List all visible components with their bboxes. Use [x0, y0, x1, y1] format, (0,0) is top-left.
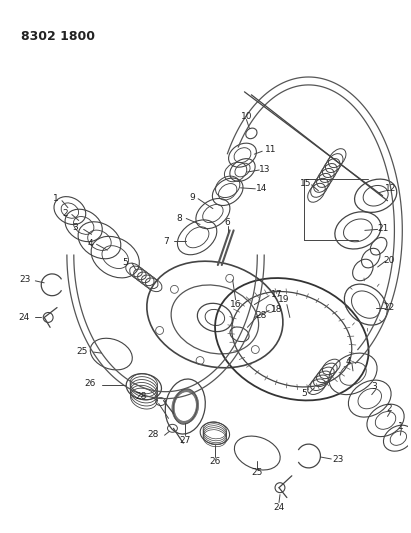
- Text: 5: 5: [122, 257, 128, 266]
- Text: 4: 4: [345, 357, 351, 366]
- Text: 6: 6: [225, 218, 231, 227]
- Text: 20: 20: [384, 255, 395, 264]
- Text: 23: 23: [332, 456, 344, 464]
- Text: 26: 26: [209, 457, 221, 466]
- Text: 24: 24: [273, 503, 285, 512]
- Text: 28: 28: [256, 311, 267, 320]
- Text: 7: 7: [164, 237, 169, 246]
- Text: 5: 5: [302, 389, 307, 398]
- Text: 1: 1: [53, 194, 59, 203]
- Text: 28: 28: [147, 430, 158, 439]
- Text: 23: 23: [20, 276, 31, 285]
- Text: 27: 27: [180, 435, 191, 445]
- Text: 16: 16: [230, 300, 241, 309]
- Text: 19: 19: [278, 295, 290, 304]
- Text: 11: 11: [266, 145, 277, 154]
- Text: 4: 4: [88, 239, 93, 248]
- Text: 9: 9: [189, 193, 195, 202]
- Text: 8302 1800: 8302 1800: [21, 30, 95, 44]
- Text: 28: 28: [135, 392, 147, 401]
- Text: 10: 10: [241, 112, 252, 121]
- Text: 15: 15: [300, 180, 312, 188]
- Text: 17: 17: [271, 290, 283, 299]
- Text: 1: 1: [398, 422, 404, 431]
- Text: 14: 14: [256, 184, 267, 193]
- Text: 2: 2: [62, 209, 68, 218]
- Text: 12: 12: [385, 184, 396, 193]
- Text: 8: 8: [176, 214, 182, 223]
- Text: 2: 2: [387, 404, 392, 413]
- Text: 25: 25: [252, 469, 263, 478]
- Text: 18: 18: [271, 305, 283, 314]
- Text: 26: 26: [84, 379, 95, 388]
- Text: 3: 3: [72, 223, 78, 232]
- Text: 13: 13: [259, 165, 271, 174]
- Text: 24: 24: [19, 313, 30, 322]
- Text: 3: 3: [371, 382, 376, 391]
- Text: 21: 21: [377, 224, 388, 233]
- Text: 22: 22: [384, 303, 395, 312]
- Text: 25: 25: [76, 346, 88, 356]
